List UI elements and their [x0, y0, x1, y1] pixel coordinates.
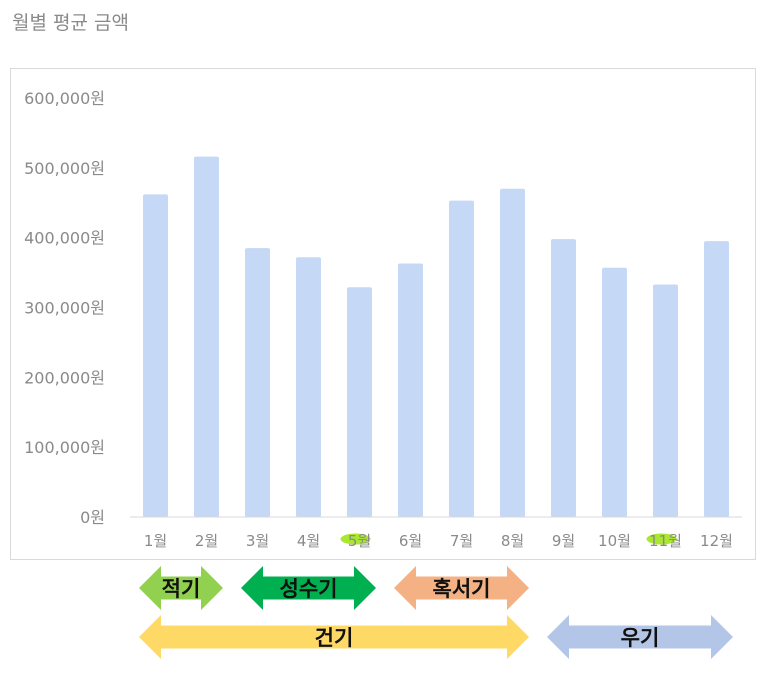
season-arrow: [394, 566, 529, 610]
page-title: 월별 평균 금액: [12, 12, 129, 34]
bar: [245, 248, 270, 517]
y-tick-label: 400,000원: [24, 229, 105, 248]
x-tick-label: 7월: [450, 532, 473, 550]
bar: [347, 287, 372, 517]
season-label: 성수기: [280, 577, 338, 601]
bar: [704, 241, 729, 518]
x-tick-label: 4월: [297, 532, 320, 550]
bars: [143, 156, 729, 518]
season-arrow: [139, 615, 529, 659]
y-tick-label: 200,000원: [24, 368, 105, 387]
bar: [653, 284, 678, 517]
y-tick-label: 0원: [80, 508, 105, 527]
bar: [551, 239, 576, 517]
x-tick-label: 1월: [144, 532, 167, 550]
chart-frame: [10, 68, 756, 560]
season-label: 적기: [162, 577, 201, 601]
season-label: 혹서기: [433, 577, 491, 601]
y-axis-ticks: 0원 100,000원 200,000원 300,000원 400,000원 500,00…: [24, 89, 105, 527]
season-label: 건기: [315, 626, 354, 650]
bar: [398, 263, 423, 517]
x-tick-label: 3월: [246, 532, 269, 550]
label-highlight-mark: [646, 533, 677, 545]
bar: [602, 267, 627, 517]
bar: [296, 257, 321, 517]
y-tick-label: 300,000원: [24, 299, 105, 318]
label-highlight-mark: [340, 533, 371, 545]
y-tick-label: 500,000원: [24, 159, 105, 178]
bar: [143, 194, 168, 517]
season-arrow: [547, 615, 733, 659]
bar: [500, 188, 525, 518]
bar: [194, 156, 219, 517]
season-label: 우기: [621, 626, 660, 650]
y-tick-label: 100,000원: [24, 438, 105, 457]
x-tick-label: 11월: [649, 532, 682, 550]
x-tick-label: 9월: [552, 532, 575, 550]
x-tick-label: 12월: [700, 532, 733, 550]
bar: [449, 200, 474, 517]
x-tick-label: 10월: [598, 532, 631, 550]
season-arrow: [241, 566, 376, 610]
y-tick-label: 600,000원: [24, 89, 105, 108]
x-tick-label: 6월: [399, 532, 422, 550]
x-tick-label: 5월: [348, 532, 371, 550]
x-axis-labels: 1월 2월 3월 4월 5월 6월 7월 8월 9월 10월 11월 12월: [144, 532, 733, 550]
season-arrow: [139, 566, 223, 610]
x-tick-label: 8월: [501, 532, 524, 550]
x-tick-label: 2월: [195, 532, 218, 550]
